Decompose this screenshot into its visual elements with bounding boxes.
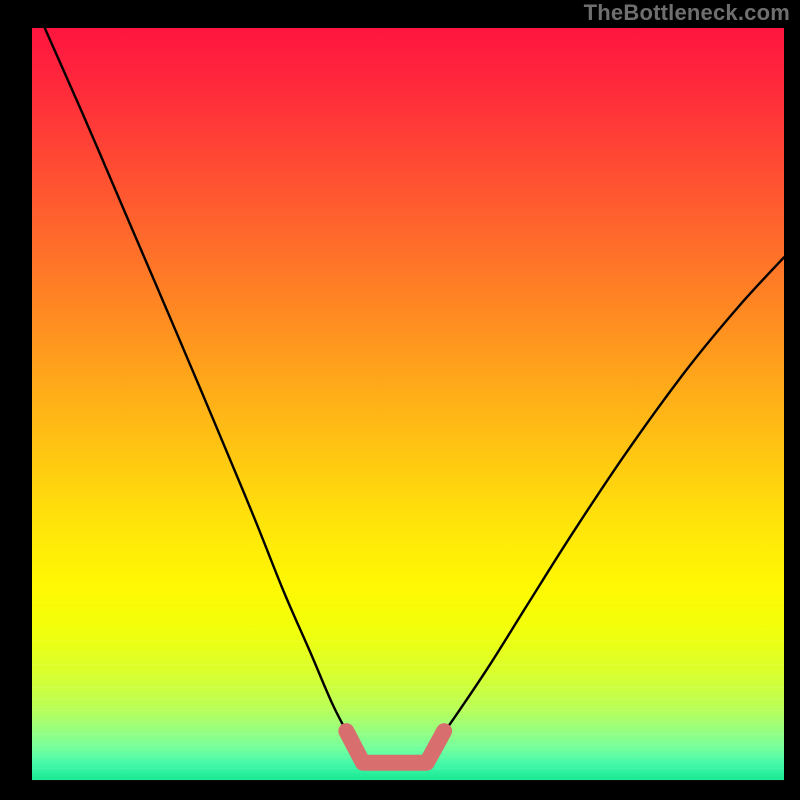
plot-background	[32, 28, 784, 780]
watermark-text: TheBottleneck.com	[584, 0, 790, 26]
chart-container: TheBottleneck.com	[0, 0, 800, 800]
chart-svg	[0, 0, 800, 800]
